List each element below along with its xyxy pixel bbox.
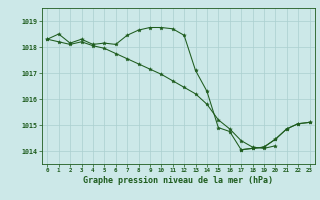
X-axis label: Graphe pression niveau de la mer (hPa): Graphe pression niveau de la mer (hPa) — [84, 176, 273, 185]
